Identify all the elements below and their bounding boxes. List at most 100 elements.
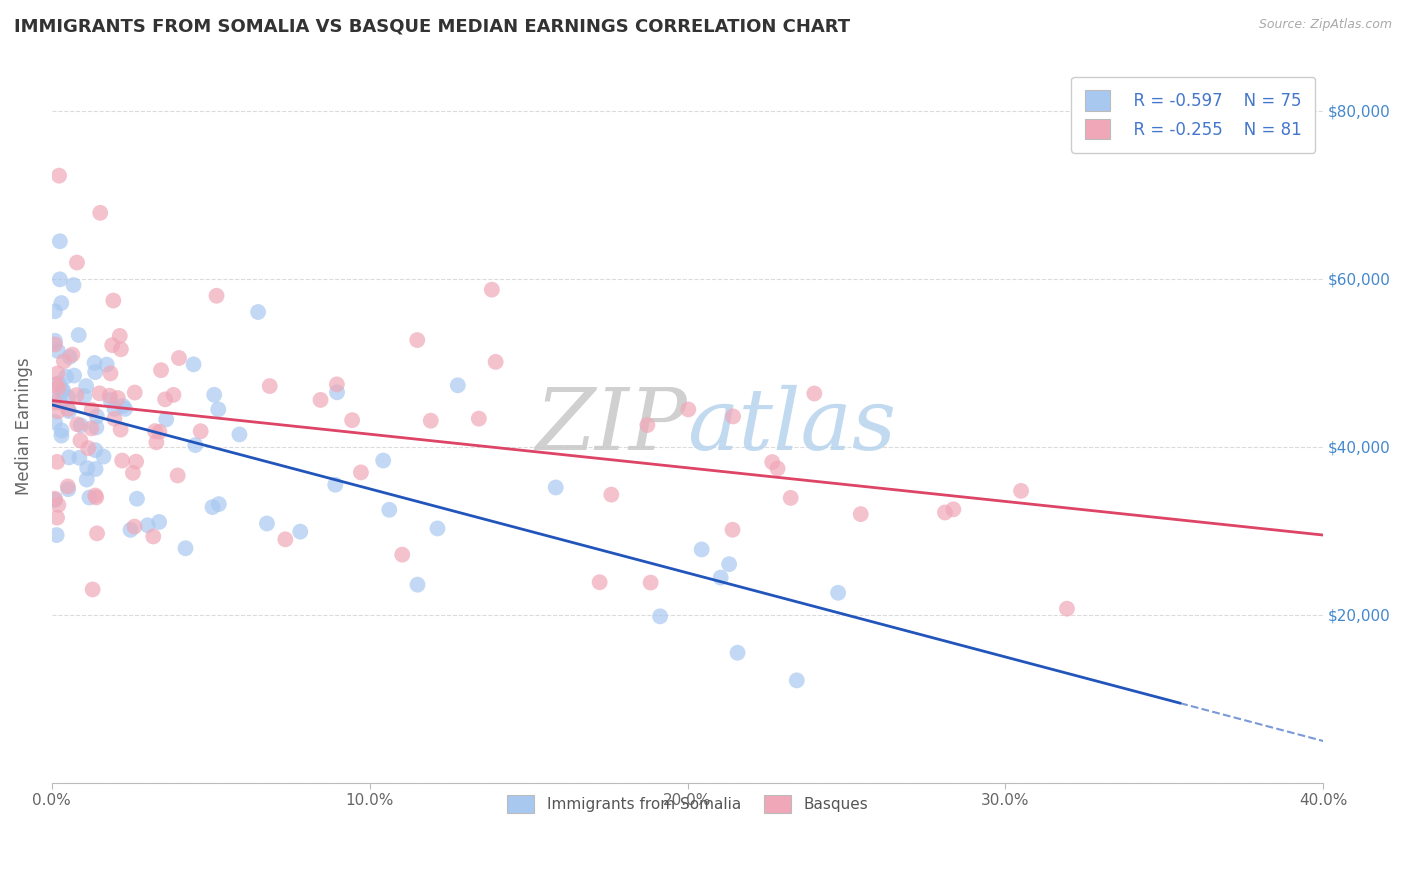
Point [46,404,69,418]
Point [419,414,441,428]
Point [56,390,79,404]
Point [48,381,70,395]
Point [75,379,97,393]
Point [150,363,173,377]
Point [290,524,312,539]
Point [259,379,281,393]
Point [350,466,373,480]
Point [46,344,69,359]
Point [86,409,108,424]
Point [56,479,79,493]
Point [827,586,849,600]
Point [143,424,166,438]
Point [145,435,167,450]
Point [84,443,107,458]
Point [107,391,129,405]
Point [67,450,90,465]
Point [93,450,115,464]
Text: ZIP: ZIP [536,384,688,467]
Point [124,519,146,533]
Point [76,473,98,487]
Point [103,401,125,416]
Point [167,351,190,365]
Point [84,365,107,379]
Point [73,389,96,403]
Point [103,293,125,308]
Point [52,354,75,368]
Point [56,402,79,417]
Point [155,412,177,426]
Point [55,369,77,384]
Point [142,529,165,543]
Point [678,402,700,417]
Legend: Immigrants from Somalia, Basques: Immigrants from Somalia, Basques [495,782,880,825]
Point [942,502,965,516]
Point [89,206,111,220]
Point [82,582,104,597]
Point [58,350,80,364]
Point [80,402,103,417]
Point [44,304,66,318]
Point [125,491,148,506]
Point [274,533,297,547]
Point [202,388,225,402]
Point [51,296,73,310]
Point [98,389,121,403]
Y-axis label: Median Earnings: Median Earnings [15,357,32,494]
Point [721,409,744,424]
Point [406,333,429,347]
Point [52,384,75,398]
Point [80,421,103,435]
Point [69,418,91,433]
Point [326,385,349,400]
Point [63,368,86,383]
Text: IMMIGRANTS FROM SOMALIA VS BASQUE MEDIAN EARNINGS CORRELATION CHART: IMMIGRANTS FROM SOMALIA VS BASQUE MEDIAN… [14,18,851,36]
Point [67,328,90,343]
Point [640,575,662,590]
Point [100,392,122,407]
Point [148,425,170,439]
Point [101,338,124,352]
Point [58,450,80,465]
Point [44,337,66,351]
Point [66,417,89,432]
Point [77,441,100,455]
Point [58,404,80,418]
Point [49,395,72,409]
Point [391,548,413,562]
Point [111,399,134,413]
Point [849,507,872,521]
Point [108,329,131,343]
Point [803,386,825,401]
Point [122,466,145,480]
Point [208,497,231,511]
Point [228,427,250,442]
Point [205,289,228,303]
Point [636,418,658,433]
Point [710,571,733,585]
Point [111,453,134,467]
Point [66,255,89,269]
Point [718,557,741,571]
Point [84,462,107,476]
Point [44,415,66,429]
Point [110,343,132,357]
Point [481,283,503,297]
Point [309,392,332,407]
Point [162,388,184,402]
Point [44,334,66,348]
Point [136,518,159,533]
Point [174,541,197,556]
Point [340,413,363,427]
Point [83,356,105,370]
Point [48,376,70,391]
Point [190,424,212,438]
Point [201,500,224,514]
Point [934,506,956,520]
Point [96,358,118,372]
Point [148,515,170,529]
Point [485,355,508,369]
Point [110,423,132,437]
Point [447,378,470,392]
Text: Source: ZipAtlas.com: Source: ZipAtlas.com [1258,18,1392,31]
